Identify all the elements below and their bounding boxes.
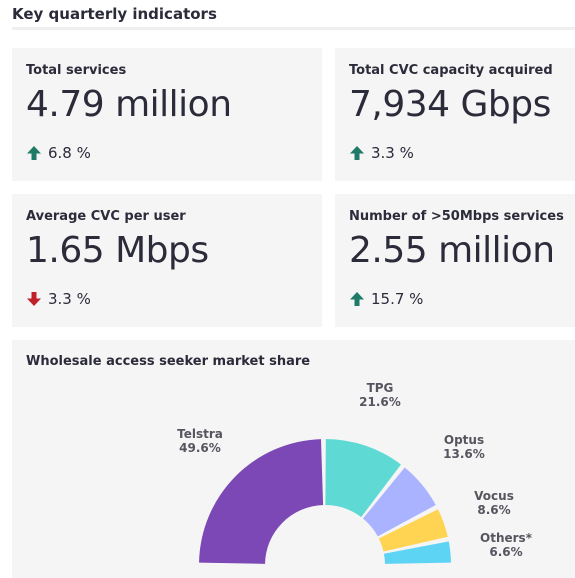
kpi-change: 6.8 % bbox=[26, 144, 91, 162]
title-divider bbox=[12, 27, 575, 30]
kpi-value: 2.55 million bbox=[349, 230, 555, 271]
slice-label: TPG bbox=[367, 381, 394, 395]
slice-others bbox=[383, 541, 451, 564]
kpi-card-total-services: Total services 4.79 million 6.8 % bbox=[12, 48, 322, 181]
arrow-down-icon bbox=[27, 292, 41, 306]
kpi-change-value: 15.7 % bbox=[371, 290, 424, 308]
slice-vocus bbox=[378, 509, 448, 552]
kpi-label: Number of >50Mbps services bbox=[349, 209, 564, 224]
arrow-up-icon bbox=[350, 292, 364, 306]
kpi-value: 1.65 Mbps bbox=[26, 230, 209, 271]
slice-label: Telstra bbox=[177, 427, 223, 441]
kpi-label: Total CVC capacity acquired bbox=[349, 63, 553, 78]
slice-tpg bbox=[325, 439, 401, 518]
kpi-change-value: 6.8 % bbox=[48, 144, 91, 162]
slice-optus bbox=[362, 467, 436, 537]
arrow-up-icon bbox=[27, 146, 41, 160]
slice-value-label: 21.6% bbox=[359, 395, 401, 409]
kpi-label: Total services bbox=[26, 63, 127, 78]
page-title: Key quarterly indicators bbox=[12, 5, 217, 23]
kpi-change-value: 3.3 % bbox=[371, 144, 414, 162]
kpi-change: 15.7 % bbox=[349, 290, 423, 308]
slice-label: Optus bbox=[444, 433, 484, 447]
slice-value-label: 49.6% bbox=[179, 441, 221, 455]
kpi-change: 3.3 % bbox=[349, 144, 414, 162]
slice-label: Others* bbox=[480, 531, 533, 545]
market-share-chart-card: Wholesale access seeker market share Tel… bbox=[12, 340, 575, 578]
kpi-card-average-cvc: Average CVC per user 1.65 Mbps 3.3 % bbox=[12, 194, 322, 327]
slice-telstra bbox=[199, 439, 324, 564]
kpi-value: 4.79 million bbox=[26, 84, 232, 125]
kpi-card-cvc-capacity: Total CVC capacity acquired 7,934 Gbps 3… bbox=[335, 48, 575, 181]
kpi-card-50mbps-services: Number of >50Mbps services 2.55 million … bbox=[335, 194, 575, 327]
slice-value-label: 6.6% bbox=[489, 545, 522, 559]
slice-label: Vocus bbox=[474, 489, 514, 503]
slice-value-label: 8.6% bbox=[477, 503, 510, 517]
kpi-value: 7,934 Gbps bbox=[349, 84, 551, 125]
kpi-change: 3.3 % bbox=[26, 290, 91, 308]
kpi-label: Average CVC per user bbox=[26, 209, 186, 224]
kpi-change-value: 3.3 % bbox=[48, 290, 91, 308]
chart-title: Wholesale access seeker market share bbox=[26, 354, 311, 369]
slice-value-label: 13.6% bbox=[443, 447, 485, 461]
arrow-up-icon bbox=[350, 146, 364, 160]
